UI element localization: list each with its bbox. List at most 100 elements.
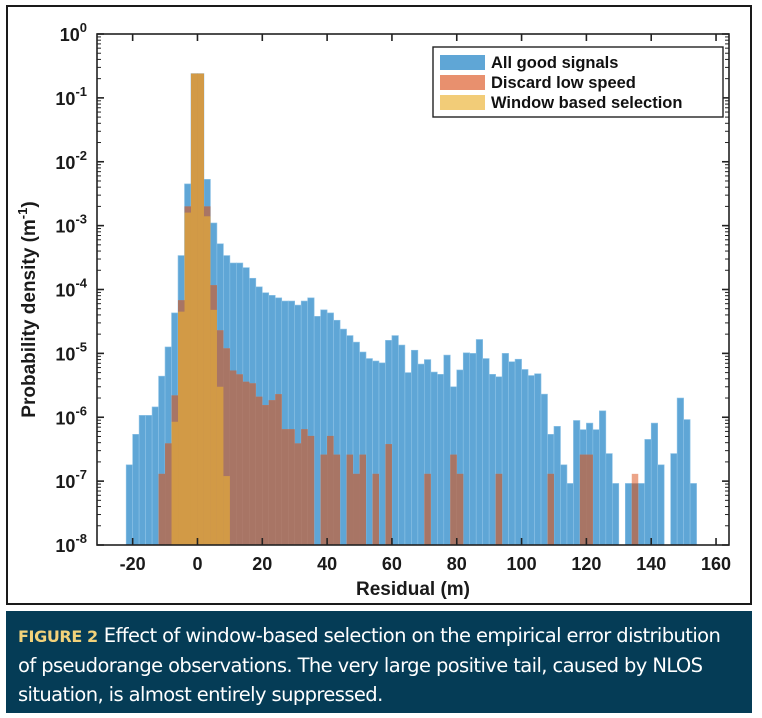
x-tick-label: 60 (382, 554, 402, 574)
bar-overlap-discard-low-speed (158, 473, 166, 545)
y-tick-label: 10-5 (55, 339, 87, 364)
bar-all-good-signals (475, 339, 483, 546)
bar-overlap-discard-low-speed (223, 348, 230, 545)
legend-label-discard-low-speed: Discard low speed (491, 74, 636, 92)
bar-all-good-signals (637, 483, 646, 546)
x-tick-label: 80 (447, 554, 467, 574)
bar-all-good-signals (670, 453, 678, 546)
y-tick-label: 10-8 (55, 531, 87, 556)
y-tick-label: 10-1 (55, 84, 87, 109)
bar-all-good-signals (132, 434, 140, 546)
bar-all-good-signals (378, 362, 386, 546)
bar-all-good-signals (599, 410, 607, 546)
bar-all-good-signals (125, 464, 133, 546)
y-tick-label: 10-7 (55, 467, 87, 492)
bar-all-good-signals (605, 453, 613, 546)
bar-all-good-signals (443, 354, 451, 546)
bar-overlap-window-based-selection (203, 216, 211, 546)
y-axis-title-main: Probability density (m (19, 219, 40, 417)
x-tick-label: -20 (120, 554, 146, 574)
bar-overlap-discard-low-speed (320, 454, 328, 545)
bar-overlap-discard-low-speed (262, 405, 269, 545)
bar-all-good-signals (411, 349, 419, 546)
bar-overlap-discard-low-speed (495, 473, 503, 545)
legend-label-window-based-selection: Window based selection (491, 94, 682, 112)
bar-overlap-discard-low-speed (242, 381, 250, 545)
bar-all-good-signals (151, 406, 159, 546)
bar-overlap-discard-low-speed (333, 454, 341, 545)
bar-all-good-signals (398, 344, 406, 546)
bar-all-good-signals (437, 374, 445, 546)
x-axis-title: Residual (m) (356, 579, 470, 600)
y-tick-label: 100 (60, 20, 87, 45)
bar-all-good-signals (430, 371, 438, 546)
legend: All good signals Discard low speed Window … (432, 46, 724, 118)
bar-overlap-discard-low-speed (579, 454, 587, 545)
bar-overlap-discard-low-speed (268, 400, 276, 545)
bar-all-good-signals (404, 372, 412, 546)
bar-all-good-signals (612, 483, 620, 546)
x-tick-label: 120 (571, 554, 601, 574)
legend-swatch-all-good-signals (440, 55, 485, 70)
bar-overlap-discard-low-speed (424, 473, 431, 545)
ticks-layer (97, 33, 729, 546)
bar-all-good-signals (313, 316, 321, 546)
bar-all-good-signals (573, 420, 581, 546)
bar-overlap-discard-low-speed (353, 473, 360, 545)
y-axis-title: Probability density (m-1) (15, 201, 40, 417)
bar-all-good-signals (527, 375, 535, 546)
overlap-layer (158, 73, 639, 546)
bar-all-good-signals (566, 483, 574, 546)
bar-all-good-signals (339, 328, 347, 546)
x-tick-label: 0 (192, 554, 202, 574)
x-tick-label: 20 (252, 554, 272, 574)
bar-overlap-discard-low-speed (450, 454, 457, 545)
y-axis-title-sup: -1 (15, 208, 30, 220)
bar-all-good-signals (683, 419, 691, 546)
bar-overlap-discard-low-speed (229, 370, 237, 545)
bar-overlap-window-based-selection (210, 309, 217, 545)
bar-all-good-signals (650, 422, 658, 546)
bar-overlap-discard-low-speed (301, 429, 308, 545)
bar-overlap-discard-low-speed (346, 454, 354, 545)
bar-overlap-discard-low-speed (327, 435, 334, 545)
bar-all-good-signals (521, 369, 529, 546)
bar-overlap-discard-low-speed (456, 473, 464, 545)
histogram-chart: -20 0 20 40 60 80 100 120 140 160 100 10-1 10-2 10-3 1… (15, 20, 731, 600)
bar-overlap-discard-low-speed (307, 435, 315, 545)
y-tick-label: 10-3 (55, 212, 87, 237)
caption-text: Effect of window-based selection on the … (18, 624, 721, 706)
bar-overlap-discard-low-speed (236, 374, 243, 545)
bar-all-good-signals (365, 358, 373, 546)
bar-overlap-window-based-selection (216, 386, 224, 545)
x-tick-label: 160 (701, 554, 731, 574)
x-tick-label: 140 (636, 554, 666, 574)
bar-all-good-signals (624, 483, 633, 546)
bar-all-good-signals (145, 415, 153, 546)
bar-all-good-signals (657, 464, 665, 546)
bar-overlap-discard-low-speed (281, 429, 289, 545)
bar-all-good-signals (462, 352, 471, 546)
bar-all-good-signals (514, 358, 522, 546)
bar-all-good-signals (482, 358, 490, 546)
legend-swatch-discard-low-speed (440, 75, 485, 90)
bar-all-good-signals (508, 361, 516, 546)
bar-overlap-discard-low-speed (165, 443, 172, 545)
y-axis-title-close: ) (19, 201, 40, 207)
bar-overlap-window-based-selection (223, 476, 230, 545)
y-tick-label: 10-4 (55, 276, 87, 301)
y-tick-label: 10-6 (55, 403, 87, 428)
bar-overlap-window-based-selection (178, 311, 185, 545)
x-tick-label: 100 (507, 554, 537, 574)
legend-swatch-window-based-selection (440, 95, 485, 110)
bar-overlap-discard-low-speed (586, 454, 593, 545)
bar-overlap-discard-low-speed (372, 473, 379, 545)
bar-overlap-discard-low-speed (288, 429, 295, 545)
y-tick-label: 10-2 (55, 148, 87, 173)
bar-all-good-signals (553, 426, 561, 546)
bar-overlap-discard-low-speed (294, 443, 302, 545)
caption-figure-label: FIGURE 2 (18, 627, 98, 646)
bar-all-good-signals (138, 415, 146, 546)
bar-all-good-signals (534, 373, 542, 546)
bar-all-good-signals (501, 353, 509, 546)
